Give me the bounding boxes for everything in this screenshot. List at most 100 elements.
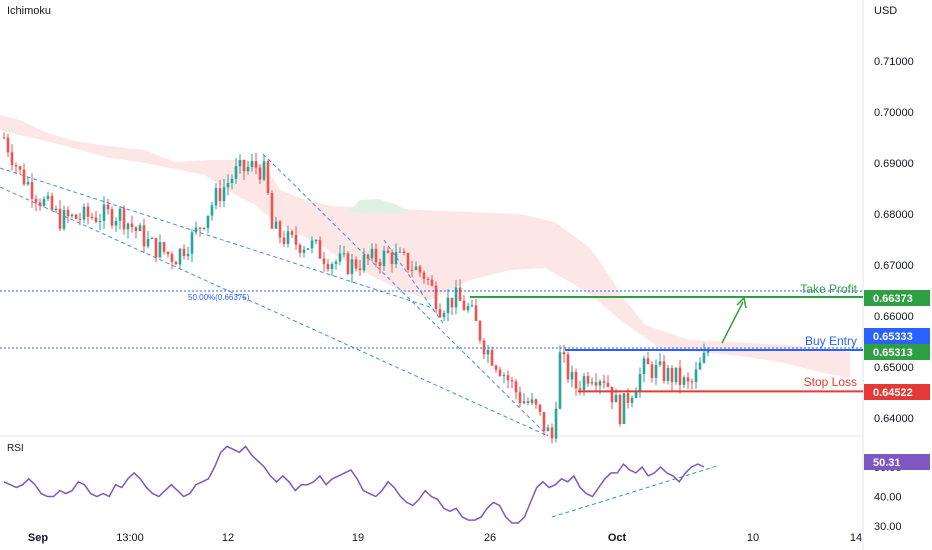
price-badge	[864, 344, 930, 360]
candle-body	[690, 381, 694, 383]
candle-body	[338, 253, 342, 262]
candle-body	[102, 204, 106, 221]
indicator-label: Ichimoku	[7, 5, 51, 17]
candle-body	[670, 368, 674, 382]
candle-body	[558, 352, 562, 409]
candle-body	[418, 266, 422, 273]
time-tick-label: 13:00	[116, 532, 144, 544]
currency-label: USD	[874, 5, 897, 17]
price-tick-label: 0.65000	[874, 362, 914, 374]
candle-body	[366, 254, 370, 259]
candlesticks	[2, 132, 710, 444]
price-tick-label: 0.67000	[874, 260, 914, 272]
candle-body	[78, 218, 82, 220]
target-arrow	[721, 301, 744, 344]
candle-body	[646, 358, 650, 365]
price-tick-label: 0.70000	[874, 107, 914, 119]
candle-body	[362, 254, 366, 271]
candle-body	[114, 220, 118, 226]
candle-body	[110, 209, 114, 226]
candle-body	[310, 240, 314, 249]
candle-body	[54, 208, 58, 210]
price-tick-label: 0.69000	[874, 158, 914, 170]
candle-body	[446, 297, 450, 314]
candle-body	[686, 377, 690, 382]
candle-body	[594, 382, 598, 386]
price-badge-value: 0.66373	[873, 293, 913, 305]
candle-body	[698, 362, 702, 370]
take-profit-label: Take Profit	[800, 282, 857, 296]
candle-body	[202, 227, 206, 229]
candle-body	[370, 248, 374, 259]
candle-body	[306, 248, 310, 250]
candle-body	[442, 313, 446, 318]
ichimoku-cloud	[0, 115, 850, 378]
candle-body	[230, 178, 234, 184]
candle-body	[674, 367, 678, 382]
time-axis: Sep 13:00 12 19 26 Oct 10 14	[28, 532, 862, 544]
candle-body	[22, 169, 26, 185]
candle-body	[210, 205, 214, 216]
candle-body	[14, 165, 18, 167]
candle-body	[626, 393, 630, 403]
bullish-cloud	[348, 199, 410, 214]
candle-body	[614, 394, 618, 403]
candle-body	[294, 234, 298, 245]
price-axis: 0.71000 0.70000 0.69000 0.68000 0.67000 0.660…	[874, 56, 914, 425]
candle-body	[90, 216, 94, 218]
candle-body	[706, 351, 710, 353]
candle-body	[650, 364, 654, 378]
candle-body	[654, 364, 658, 378]
rsi-tick-label: 40.00	[874, 492, 902, 504]
price-badge-value: 0.65333	[873, 331, 913, 343]
buy-entry-label: Buy Entry	[805, 334, 857, 348]
candle-body	[518, 392, 522, 404]
candle-body	[358, 268, 362, 271]
candle-body	[174, 262, 178, 265]
candle-body	[402, 251, 406, 254]
candle-body	[118, 208, 122, 221]
trendline	[0, 167, 434, 309]
candle-body	[662, 361, 666, 381]
candle-body	[598, 381, 602, 386]
candle-body	[550, 427, 554, 439]
candle-body	[290, 231, 294, 235]
candle-body	[582, 376, 586, 390]
candle-body	[178, 248, 182, 265]
candle-body	[678, 367, 682, 385]
candle-body	[62, 209, 66, 229]
time-tick-label: 19	[352, 532, 364, 544]
candle-body	[454, 287, 458, 308]
candle-body	[522, 401, 526, 404]
candle-body	[526, 401, 530, 404]
candle-body	[530, 399, 534, 404]
candle-body	[38, 202, 42, 206]
time-tick-label: 14	[850, 532, 862, 544]
candle-body	[2, 137, 6, 139]
stop-loss-label: Stop Loss	[804, 375, 857, 389]
candle-body	[166, 251, 170, 255]
candle-body	[490, 349, 494, 366]
time-tick-label: 26	[484, 532, 496, 544]
candle-body	[666, 368, 670, 381]
candle-body	[702, 352, 706, 363]
candle-body	[6, 137, 10, 153]
rsi-trendline	[551, 465, 718, 518]
candle-body	[462, 300, 466, 311]
candle-body	[170, 254, 174, 263]
candle-body	[18, 166, 22, 170]
rsi-line	[3, 445, 705, 524]
candle-body	[326, 263, 330, 270]
price-badge-value: 0.65313	[873, 347, 913, 359]
candle-body	[510, 380, 514, 382]
candle-body	[638, 374, 642, 392]
candle-body	[514, 381, 518, 393]
candle-body	[430, 279, 434, 286]
candle-body	[26, 182, 30, 185]
candle-body	[354, 259, 358, 269]
candle-body	[86, 206, 90, 217]
candle-body	[414, 266, 418, 270]
candle-body	[42, 198, 46, 206]
